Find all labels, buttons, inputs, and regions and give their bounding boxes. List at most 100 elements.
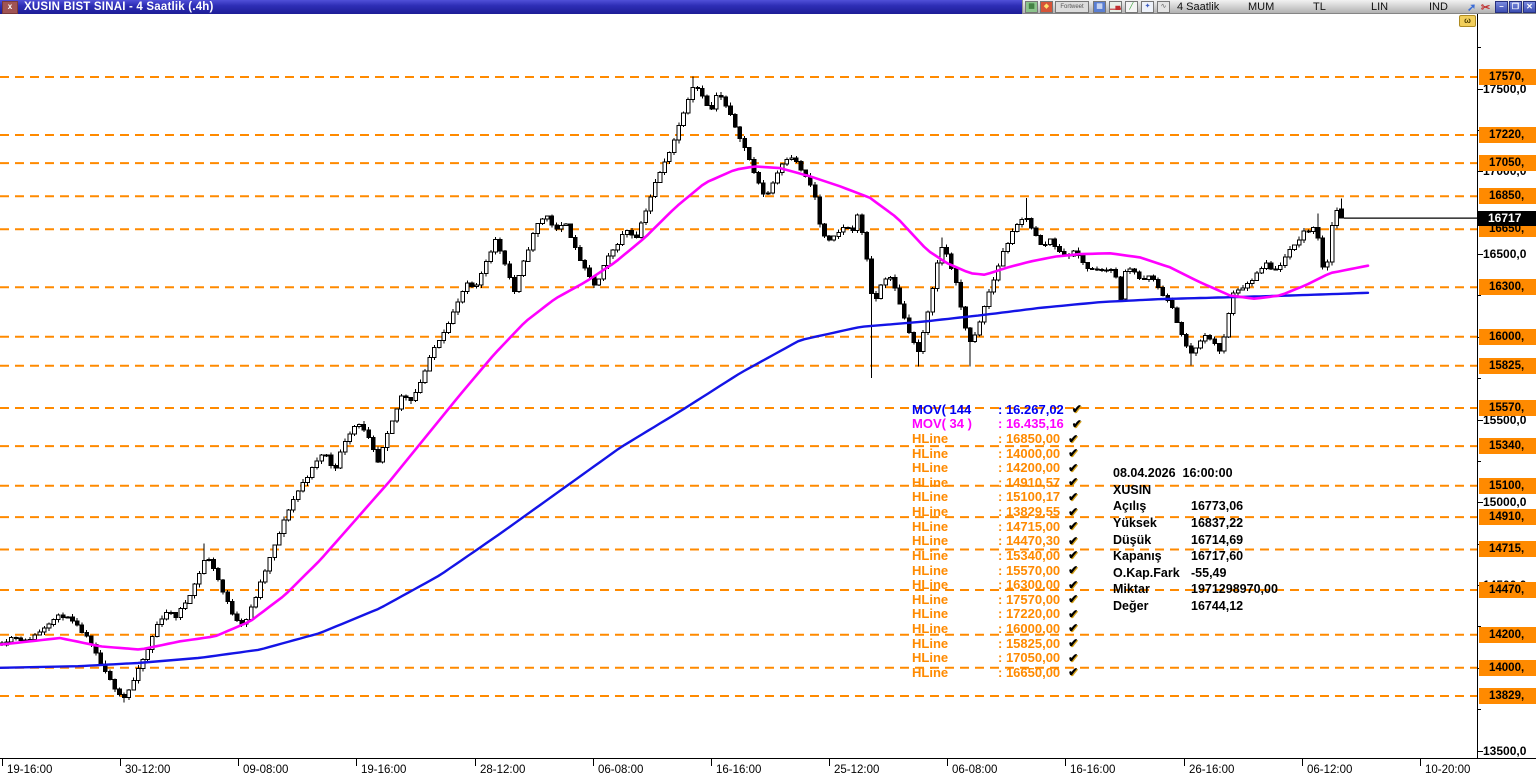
hline-price-tag: 14715, <box>1479 541 1536 557</box>
chart-type-button[interactable]: MUM <box>1248 1 1275 13</box>
legend-row[interactable]: HLine: 15825,00 ✔ <box>912 636 1082 651</box>
minimized-window-badge[interactable]: ω <box>1459 15 1476 27</box>
tools-icon[interactable]: ✂ <box>1481 2 1491 14</box>
zigzag-icon[interactable]: ∿ <box>1157 1 1170 13</box>
legend-row[interactable]: MOV( 144 : 16.267,02 ✔ <box>912 402 1082 417</box>
legend-check-icon[interactable]: ✔ <box>1068 650 1079 665</box>
period-button[interactable]: 4 Saatlik <box>1177 1 1220 13</box>
legend-check-icon[interactable]: ✔ <box>1068 504 1079 519</box>
info-row: Miktar 1971298970,00 <box>1113 581 1278 598</box>
legend-check-icon[interactable]: ✔ <box>1068 592 1079 607</box>
legend-check-icon[interactable]: ✔ <box>1068 431 1079 446</box>
time-axis[interactable]: 19-16:00 30-12:00 09-08:00 19-16:00 28-12:00… <box>0 758 1536 783</box>
legend-name: MOV( 144 <box>912 401 972 417</box>
legend-row[interactable]: HLine: 17050,00 ✔ <box>912 650 1082 665</box>
close-button[interactable]: ✕ <box>1523 1 1536 13</box>
legend-row[interactable]: HLine: 16850,00 ✔ <box>912 431 1082 446</box>
legend-check-icon[interactable]: ✔ <box>1068 446 1079 461</box>
time-axis-label: 06-08:00 <box>598 764 644 776</box>
chart-multi-icon[interactable]: ▁▄▂ <box>1109 1 1122 13</box>
legend-check-icon[interactable]: ✔ <box>1068 548 1079 563</box>
legend-value: : 17570,00 <box>998 591 1061 607</box>
legend-row[interactable]: HLine : 14000,00 ✔ <box>912 446 1082 461</box>
hline-price-tag: 16850, <box>1479 188 1536 204</box>
info-label: Değer <box>1113 599 1149 614</box>
info-row: Kapanış 16717,60 <box>1113 548 1278 565</box>
info-row: Açılış 16773,06 <box>1113 498 1278 515</box>
legend-check-icon[interactable]: ✔ <box>1068 577 1079 592</box>
legend-value: : 14000,00 <box>998 445 1061 461</box>
price-axis[interactable]: 17500,017000,016500,016000,015500,015000… <box>1477 14 1536 758</box>
info-label: Açılış <box>1113 499 1147 514</box>
hline-price-tag: 14910, <box>1479 509 1536 525</box>
legend-row[interactable]: MOV( 34 ): 16.435,16 ✔ <box>912 416 1082 432</box>
legend-row[interactable]: HLine: 14715,00 ✔ <box>912 519 1082 534</box>
restore-button[interactable]: ❐ <box>1509 1 1522 13</box>
trendline-pencil-icon[interactable]: ╱ <box>1125 1 1138 13</box>
legend-name: HLine <box>912 518 949 534</box>
legend-check-icon[interactable]: ✔ <box>1068 636 1079 651</box>
legend-check-icon[interactable]: ✔ <box>1068 519 1079 534</box>
info-datetime: 08.04.2026 16:00:00 <box>1113 466 1233 481</box>
info-row: Yüksek 16837,22 <box>1113 515 1278 532</box>
legend-check-icon[interactable]: ✔ <box>1068 563 1079 577</box>
legend-value: : 17050,00 <box>998 650 1061 666</box>
fortweet-icon[interactable]: Fortweet <box>1055 1 1089 13</box>
legend-name: HLine <box>912 562 949 578</box>
indicator-legend: MOV( 144: 16.267,02 ✔ MOV( 34 ): 16.435,16… <box>912 402 1082 680</box>
legend-row[interactable]: HLine: 16000,00 ✔ <box>912 621 1082 636</box>
candlestick-chart[interactable] <box>0 14 1477 758</box>
minimize-button[interactable]: – <box>1495 1 1508 13</box>
info-label: Kapanış <box>1113 549 1162 564</box>
legend-check-icon[interactable]: ✔ <box>1071 416 1082 431</box>
legend-check-icon[interactable]: ✔ <box>1071 402 1082 417</box>
legend-name: HLine <box>912 591 949 607</box>
legend-check-icon[interactable]: ✔ <box>1068 460 1079 475</box>
legend-row[interactable]: HLine: 14910,57 ✔ <box>912 475 1082 490</box>
legend-row[interactable]: HLine: 15570,00 ✔ <box>912 563 1082 578</box>
legend-row[interactable]: HLine: 13829,55 ✔ <box>912 504 1082 519</box>
legend-row[interactable]: HLine: 14200,00 ✔ <box>912 460 1082 475</box>
chart-green-icon[interactable]: ▦ <box>1025 1 1038 13</box>
currency-button[interactable]: TL <box>1313 1 1326 13</box>
compass-icon[interactable]: ✦ <box>1141 1 1154 13</box>
legend-row[interactable]: HLine: 15100,17 ✔ <box>912 489 1082 504</box>
indicator-button[interactable]: IND <box>1429 1 1448 13</box>
legend-row[interactable]: HLine: 17220,00 ✔ <box>912 606 1082 621</box>
legend-row[interactable]: HLine: 16300,00 ✔ <box>912 577 1082 592</box>
arrow-icon[interactable]: ➚ <box>1467 2 1477 14</box>
legend-check-icon[interactable]: ✔ <box>1068 606 1079 621</box>
legend-check-icon[interactable]: ✔ <box>1068 665 1079 680</box>
legend-check-icon[interactable]: ✔ <box>1068 621 1079 636</box>
hline-price-tag: 17220, <box>1479 127 1536 143</box>
top-bar: x XUSIN BIST SINAI - 4 Saatlik (.4h) ▦ ◆… <box>0 0 1536 14</box>
hline-price-tag: 16000, <box>1479 329 1536 345</box>
time-axis-label: 06-12:00 <box>1307 764 1353 776</box>
hline-price-tag: 15100, <box>1479 478 1536 494</box>
legend-row[interactable]: HLine: 16650,00 ✔ <box>912 665 1082 680</box>
legend-value: : 16.267,02 <box>998 401 1064 417</box>
legend-value: : 16000,00 <box>998 620 1061 636</box>
legend-row[interactable]: HLine: 15340,00 ✔ <box>912 548 1082 563</box>
info-label: Düşük <box>1113 532 1152 547</box>
legend-check-icon[interactable]: ✔ <box>1068 533 1079 548</box>
info-value: 16744,12 <box>1191 599 1244 614</box>
legend-value: : 16.435,16 <box>998 416 1064 432</box>
time-axis-label: 16-16:00 <box>716 764 762 776</box>
price-axis-label: 15000,0 <box>1483 495 1527 509</box>
legend-row[interactable]: HLine: 14470,30 ✔ <box>912 533 1082 548</box>
legend-row[interactable]: HLine : 17570,00 ✔ <box>912 592 1082 607</box>
legend-check-icon[interactable]: ✔ <box>1068 475 1079 490</box>
legend-name: HLine <box>912 445 949 461</box>
info-value: -55,49 <box>1191 565 1227 580</box>
chart-plot-area[interactable] <box>0 14 1477 758</box>
matrix-blue-icon[interactable]: ▦ <box>1093 1 1106 13</box>
info-value: 16717,60 <box>1191 549 1244 564</box>
info-value: 1971298970,00 <box>1191 582 1278 597</box>
alert-red-icon[interactable]: ◆ <box>1040 1 1053 13</box>
legend-check-icon[interactable]: ✔ <box>1068 489 1079 504</box>
time-axis-label: 06-08:00 <box>952 764 998 776</box>
chart-close-icon[interactable]: x <box>2 0 18 14</box>
info-symbol: XUSIN <box>1113 482 1152 497</box>
scale-button[interactable]: LIN <box>1371 1 1389 13</box>
